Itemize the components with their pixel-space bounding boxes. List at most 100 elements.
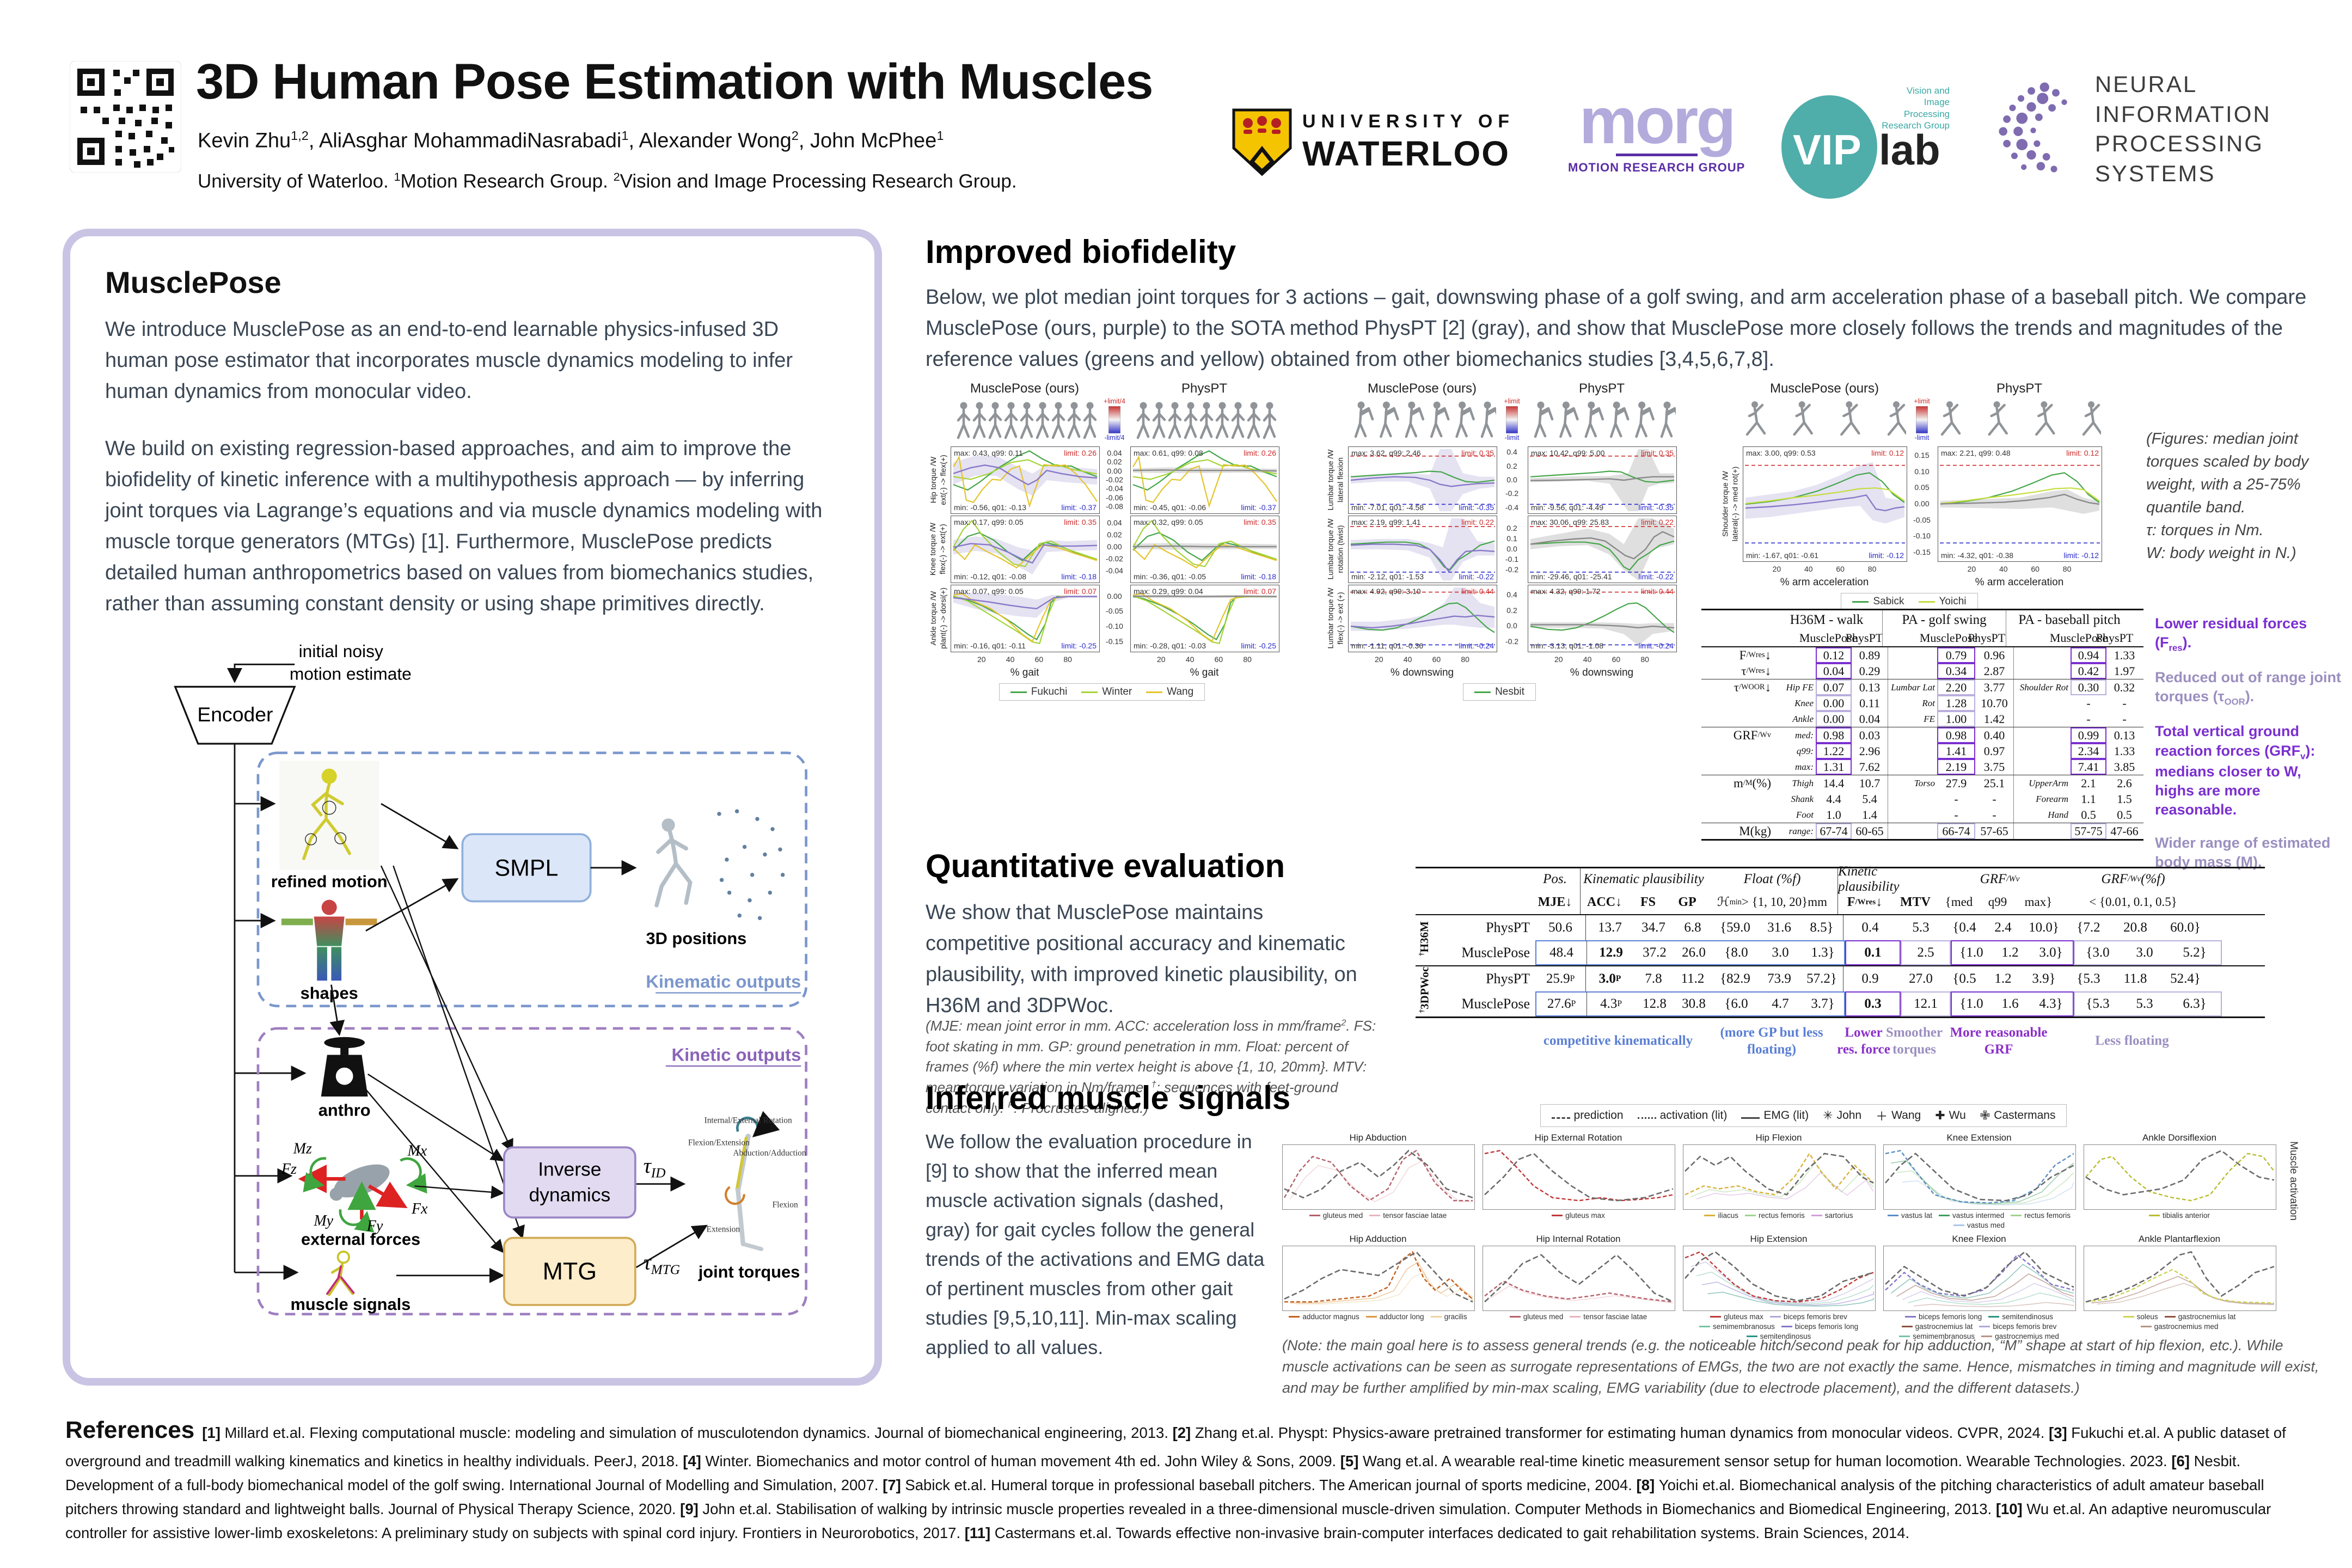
dataset-label: †3DPWoc: [1417, 966, 1431, 1013]
biofidelity-heading: Improved biofidelity: [926, 234, 1236, 270]
muscle-panel-title: Ankle Dorsiflexion: [2142, 1132, 2217, 1143]
y-axis-tick: -0.04: [1106, 566, 1123, 575]
qr-code: [70, 61, 181, 173]
reference-marker: [6]: [2171, 1453, 2194, 1470]
muscle-panel-title: Ankle Plantarflexion: [2138, 1234, 2221, 1244]
y-axis-tick: 0.4: [1506, 590, 1517, 599]
x-axis-label: % arm acceleration: [1780, 577, 1869, 588]
tau-mtg-label: τMTG: [643, 1251, 679, 1277]
y-axis-tick: 0.1: [1506, 534, 1517, 543]
muscle-panel-title: Hip Flexion: [1755, 1132, 1802, 1143]
legend-item: Wang: [1146, 686, 1193, 698]
muscle-panel-legend: soleus gastrocnemius lat gastrocnemius med: [2084, 1313, 2275, 1331]
bio-table-annotation: Wider range of estimated body mass (M).: [2155, 834, 2331, 871]
bio-chart-panel: max: 0.61, q99: 0.08 limit: 0.26 min: -0.4…: [1130, 446, 1279, 514]
svg-text:joint torques: joint torques: [697, 1262, 799, 1281]
muscle-panel: Knee Extension vastus lat vastus intermed r…: [1883, 1132, 2076, 1229]
quant-annotation: Less floating: [2095, 1033, 2169, 1049]
svg-text:lab: lab: [1879, 126, 1940, 174]
kinematic-outputs-box: [256, 751, 807, 1008]
svg-text:Encoder: Encoder: [197, 703, 273, 726]
y-axis-tick: -0.4: [1505, 503, 1519, 512]
muscle-plots: prediction activation (lit) EMG (lit) ✳ John…: [1282, 1104, 2325, 1345]
tau-id-label: τID: [643, 1154, 665, 1180]
muscle-panel-title: Hip Internal Rotation: [1536, 1234, 1621, 1244]
quant-paragraph: We show that MusclePose maintains compet…: [926, 901, 1357, 1017]
muscle-panel-title: Hip External Rotation: [1534, 1132, 1622, 1143]
y-axis-tick: 0.00: [1914, 499, 1930, 508]
bio-chart-panel: max: 3.62, q99: 2.46 limit: 0.35 min: -7.0…: [1348, 446, 1497, 514]
reference-item: Sabick et.al. Humeral torque in professi…: [905, 1477, 1637, 1494]
pose-figure-strip: [1130, 399, 1278, 443]
muscle-panel: Hip Abduction gluteus med tensor fasciae l…: [1282, 1132, 1475, 1229]
bio-table-row: q99: 1.22 2.96 1.41 0.97 2.34 1.33: [1701, 743, 2143, 759]
legend-item: ✚ Wu: [1935, 1108, 1966, 1122]
bio-table-row: M(kg) range: 67-74 60-65 66-74 57-65 57-75 47-6…: [1701, 823, 2143, 841]
quant-table-row: MusclePose 48.4 12.9 37.2 26.0 {8.0 3.0 1.3} 0.1…: [1416, 940, 2265, 965]
bio-table-row: Foot 1.0 1.4- - Hand 0.5 0.5: [1701, 807, 2143, 823]
y-axis-tick: 0.2: [1506, 605, 1517, 615]
muscle-panel-title: Hip Extension: [1750, 1234, 1808, 1244]
x-axis-label: % arm acceleration: [1975, 577, 2064, 588]
kinetic-outputs-box: [256, 1027, 807, 1316]
svg-text:Mz: Mz: [292, 1141, 311, 1157]
muscle-panel: Hip Internal Rotation gluteus med tensor f…: [1483, 1234, 1675, 1340]
mtg-block: [503, 1236, 636, 1306]
y-axis-tick: 0.2: [1506, 524, 1517, 532]
y-axis-tick: -0.10: [1106, 622, 1123, 631]
quant-annotation: Smoother torques: [1885, 1025, 1943, 1057]
y-axis-tick: 0.02: [1107, 530, 1122, 539]
legend-item: EMG (lit): [1741, 1109, 1809, 1122]
reference-marker: [7]: [883, 1477, 905, 1494]
pose-figure-strip: [1348, 399, 1496, 443]
reference-item: Wang et.al. A wearable real-time kinetic…: [1363, 1453, 2172, 1470]
y-axis-tick: -0.15: [1106, 637, 1123, 646]
figures-note: (Figures: median joint torques scaled by…: [2146, 430, 2309, 562]
bio-row-ylabel: Shoulder torque /W lateral(-) -> med rot(…: [1720, 466, 1739, 541]
muscle-panel-title: Hip Abduction: [1349, 1132, 1407, 1143]
muscle-panel-legend: tibialis anterior: [2084, 1211, 2275, 1220]
bio-column-header: MusclePose (ours): [1367, 381, 1477, 396]
bio-table-row: Knee 0.00 0.11 Rot 1.28 10.70- -: [1701, 695, 2143, 711]
reference-marker: [1]: [202, 1424, 225, 1441]
y-axis-tick: -0.10: [1913, 531, 1931, 541]
reference-item: Wu et.al. An adaptive neuromuscular cont…: [65, 1500, 2271, 1542]
legend-item: activation (lit): [1637, 1109, 1727, 1122]
y-axis-tick: -0.05: [1106, 607, 1123, 616]
bio-chart-panel: max: 30.06, q99: 25.83 limit: 0.22 min: -2…: [1528, 516, 1677, 583]
bio-group-baseball: MusclePose (ours) PhysPT +limit -limit Shoul…: [1718, 381, 2102, 708]
y-axis-tick: -0.02: [1106, 554, 1123, 564]
logo-morg: morg MOTION RESEARCH GROUP: [1568, 84, 1745, 174]
bio-column-header: PhysPT: [1996, 381, 2043, 396]
legend-item: Winter: [1081, 686, 1132, 698]
y-axis-tick: 0.0: [1506, 621, 1517, 630]
positions-3d-thumb: [654, 809, 785, 921]
y-axis-tick: 0.02: [1107, 457, 1122, 467]
bio-row-ylabel: Lumbar torque /W rotation (twist): [1326, 518, 1345, 580]
limit-colorbar: [1506, 406, 1518, 433]
reference-item: Fukuchi et.al. A public dataset of overg…: [65, 1424, 2286, 1470]
dataset-label: †H36M: [1417, 921, 1431, 956]
y-axis-tick: 0.0: [1506, 544, 1517, 553]
bio-table-row: Shank 4.4 5.4- - Forearm 1.1 1.5: [1701, 791, 2143, 807]
affiliation: University of Waterloo. 1Motion Research…: [198, 170, 1017, 192]
y-axis-tick: 0.05: [1914, 483, 1930, 492]
muscle-panel-title: Knee Flexion: [1952, 1234, 2006, 1244]
bio-row-ylabel: Knee torque /W flex(-) -> ext(+): [928, 522, 947, 575]
quant-table-row: MusclePose 27.6 P 4.3 P 12.8 30.8 {6.0 4.7 3.7} 0.…: [1416, 991, 2265, 1018]
legend-item: Sabick: [1852, 596, 1904, 608]
biofidelity-notes: Lower residual forces (Fres). Reduced out…: [2155, 614, 2345, 886]
y-axis-tick: 0.00: [1107, 542, 1122, 552]
pose-figure-strip: [951, 399, 1099, 443]
waterloo-shield-icon: [1232, 108, 1292, 176]
anthro-icon: [321, 1037, 368, 1097]
logo-neurips: NEURAL INFORMATION PROCESSING SYSTEMS: [1990, 70, 2352, 188]
y-axis-tick: -0.15: [1913, 548, 1931, 557]
bio-column-header: PhysPT: [1578, 381, 1625, 396]
quant-annotation: (more GP but less floating): [1720, 1025, 1823, 1057]
muscle-y-axis-label: Muscle activation: [2288, 1141, 2300, 1221]
quant-annotation: More reasonable GRF: [1950, 1025, 2048, 1057]
svg-text:muscle signals: muscle signals: [290, 1295, 411, 1314]
muscle-note: (Note: the main goal here is to assess g…: [1282, 1337, 2319, 1396]
